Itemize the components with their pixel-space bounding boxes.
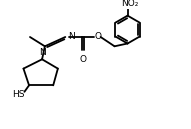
Text: NO₂: NO₂ — [121, 0, 138, 8]
Text: O: O — [79, 55, 87, 64]
Text: N: N — [39, 47, 45, 57]
Text: O: O — [94, 32, 101, 41]
Text: N: N — [68, 32, 75, 41]
Text: HS: HS — [13, 90, 25, 99]
